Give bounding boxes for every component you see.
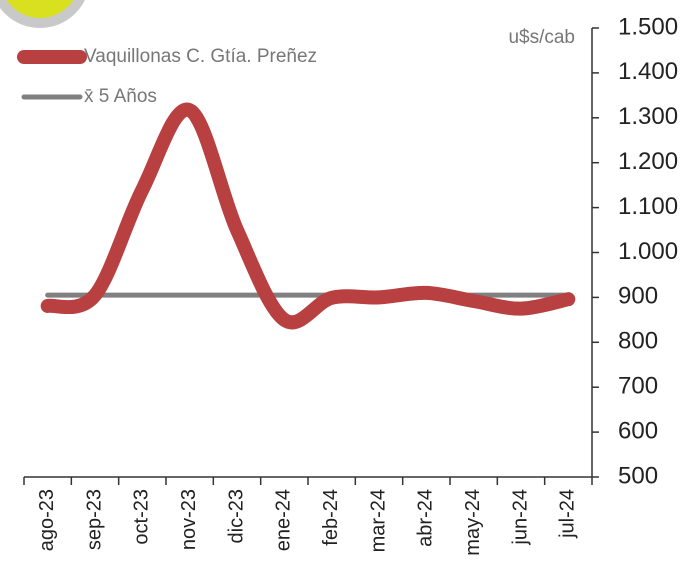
x-tick-label: may-24 [462, 489, 484, 556]
y-tick-label: 500 [618, 462, 658, 489]
x-tick-label: oct-23 [131, 489, 153, 545]
y-tick-label: 1.300 [618, 103, 678, 130]
legend-label: x̄ 5 Años [84, 86, 157, 107]
line-series [40, 102, 576, 330]
y-tick-label: 600 [618, 417, 658, 444]
x-tick-label: jul-24 [557, 489, 579, 539]
y-tick-label: 1.200 [618, 148, 678, 175]
x-tick-label: nov-23 [178, 489, 200, 550]
x-tick-label: feb-24 [320, 489, 342, 546]
x-tick-label: abr-24 [415, 489, 437, 547]
x-tick-label: mar-24 [367, 489, 389, 552]
y-tick-label: 800 [618, 328, 658, 355]
y-tick-label: 900 [618, 283, 658, 310]
y-tick-label: 1.400 [618, 58, 678, 85]
legend-label: Vaquillonas C. Gtía. Preñez [84, 46, 317, 67]
x-tick-label: jun-24 [509, 489, 531, 546]
x-tick-label: ago-23 [36, 489, 58, 551]
y-tick-label: 1.100 [618, 193, 678, 220]
x-tick-label: dic-23 [225, 489, 247, 543]
y-tick-label: 1.500 [618, 13, 678, 40]
y-tick-label: 1.000 [618, 238, 678, 265]
y-tick-label: 700 [618, 373, 658, 400]
x-tick-label: sep-23 [83, 489, 105, 550]
x-tick-label: ene-24 [273, 489, 295, 551]
logo [6, 0, 74, 18]
y-axis-label: u$s/cab [508, 27, 575, 48]
